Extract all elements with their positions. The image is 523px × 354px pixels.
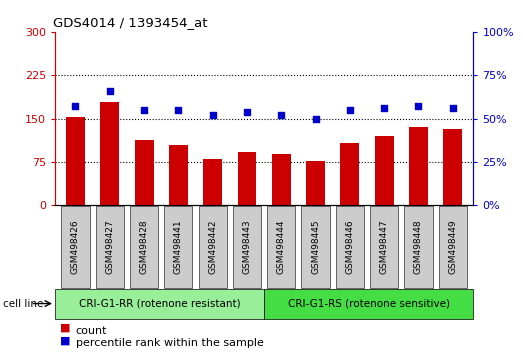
Bar <box>340 143 359 205</box>
Text: GSM498427: GSM498427 <box>105 219 115 274</box>
Bar <box>374 136 394 205</box>
Text: CRI-G1-RS (rotenone sensitive): CRI-G1-RS (rotenone sensitive) <box>288 298 450 309</box>
Bar <box>409 127 428 205</box>
Point <box>380 105 389 111</box>
Bar <box>272 154 291 205</box>
Text: ■: ■ <box>60 323 71 333</box>
Bar <box>100 102 119 205</box>
Bar <box>237 152 256 205</box>
Point <box>346 107 354 113</box>
FancyBboxPatch shape <box>336 206 364 288</box>
Bar <box>169 144 188 205</box>
Bar <box>134 140 154 205</box>
FancyBboxPatch shape <box>301 206 329 288</box>
Point <box>243 109 251 114</box>
FancyBboxPatch shape <box>370 206 398 288</box>
Text: ■: ■ <box>60 335 71 346</box>
Text: GSM498442: GSM498442 <box>208 220 217 274</box>
Point <box>140 107 148 113</box>
FancyBboxPatch shape <box>55 289 264 319</box>
Text: GSM498426: GSM498426 <box>71 219 80 274</box>
Text: GSM498445: GSM498445 <box>311 219 320 274</box>
Text: GDS4014 / 1393454_at: GDS4014 / 1393454_at <box>53 16 207 29</box>
Text: GSM498443: GSM498443 <box>243 219 252 274</box>
FancyBboxPatch shape <box>233 206 261 288</box>
Text: CRI-G1-RR (rotenone resistant): CRI-G1-RR (rotenone resistant) <box>78 298 241 309</box>
Bar <box>203 159 222 205</box>
Point <box>414 104 423 109</box>
FancyBboxPatch shape <box>199 206 227 288</box>
Point <box>277 112 286 118</box>
FancyBboxPatch shape <box>264 289 473 319</box>
FancyBboxPatch shape <box>439 206 467 288</box>
Point <box>106 88 114 94</box>
Text: GSM498447: GSM498447 <box>380 219 389 274</box>
Point <box>449 105 457 111</box>
Point <box>209 112 217 118</box>
FancyBboxPatch shape <box>96 206 124 288</box>
FancyBboxPatch shape <box>164 206 192 288</box>
Text: cell line: cell line <box>3 298 43 309</box>
Text: GSM498444: GSM498444 <box>277 220 286 274</box>
Bar <box>444 129 462 205</box>
Bar <box>306 161 325 205</box>
Point <box>71 104 79 109</box>
Bar <box>66 118 85 205</box>
Text: GSM498448: GSM498448 <box>414 219 423 274</box>
FancyBboxPatch shape <box>267 206 295 288</box>
Text: GSM498446: GSM498446 <box>345 219 355 274</box>
Text: GSM498449: GSM498449 <box>448 219 457 274</box>
Text: percentile rank within the sample: percentile rank within the sample <box>76 338 264 348</box>
FancyBboxPatch shape <box>404 206 433 288</box>
Point <box>174 107 183 113</box>
Text: count: count <box>76 326 107 336</box>
Text: GSM498428: GSM498428 <box>140 219 149 274</box>
FancyBboxPatch shape <box>130 206 158 288</box>
Point <box>311 116 320 121</box>
FancyBboxPatch shape <box>61 206 89 288</box>
Text: GSM498441: GSM498441 <box>174 219 183 274</box>
